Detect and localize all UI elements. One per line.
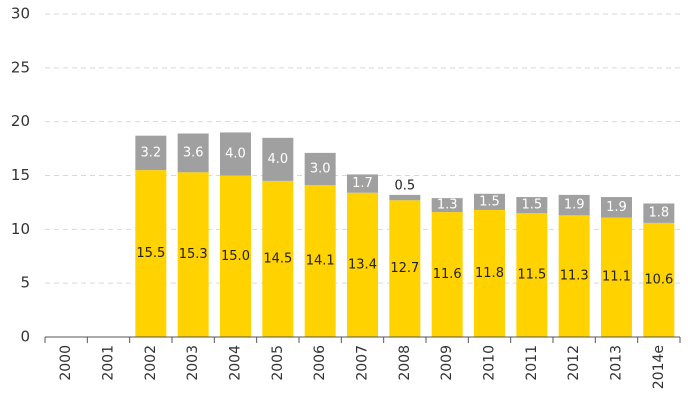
y-tick-label: 30 bbox=[11, 5, 30, 23]
data-label: 1.3 bbox=[437, 198, 458, 213]
bar-segment bbox=[304, 152, 336, 186]
bar-segment bbox=[304, 185, 336, 337]
y-tick-label: 0 bbox=[20, 328, 30, 346]
y-tick-label: 5 bbox=[20, 274, 30, 292]
x-tick-label: 2003 bbox=[185, 345, 201, 381]
bar-segment bbox=[643, 222, 675, 337]
data-label: 15.5 bbox=[136, 246, 165, 261]
x-tick-label: 2001 bbox=[101, 345, 117, 381]
bar-segment bbox=[389, 194, 421, 201]
x-tick-label: 2006 bbox=[312, 345, 328, 381]
bar-segment bbox=[474, 209, 505, 337]
data-label: 14.1 bbox=[306, 254, 335, 269]
data-label: 3.0 bbox=[310, 162, 331, 177]
x-tick-label: 2010 bbox=[482, 345, 498, 381]
x-tick-label: 2013 bbox=[609, 345, 625, 381]
bar-segment bbox=[262, 180, 294, 337]
bar-segment bbox=[643, 203, 675, 223]
x-tick-label: 2014e bbox=[651, 345, 667, 389]
y-tick-label: 15 bbox=[11, 166, 30, 184]
data-label: 0.5 bbox=[394, 178, 415, 193]
data-label: 15.0 bbox=[221, 249, 250, 264]
bar-segment bbox=[516, 197, 548, 214]
data-label: 11.3 bbox=[560, 269, 589, 284]
x-tick-label: 2000 bbox=[58, 345, 74, 381]
bar-segment bbox=[262, 137, 294, 181]
bar-segment bbox=[177, 172, 209, 337]
x-tick-label: 2007 bbox=[355, 345, 371, 381]
x-tick-label: 2011 bbox=[524, 345, 540, 381]
data-label: 1.5 bbox=[521, 198, 542, 213]
data-label: 1.9 bbox=[564, 198, 585, 213]
bar-segment bbox=[177, 133, 209, 173]
bar-segment bbox=[220, 175, 251, 337]
y-tick-label: 10 bbox=[11, 220, 30, 238]
bar-segment bbox=[431, 198, 463, 213]
x-tick-label: 2002 bbox=[143, 345, 159, 381]
x-tick-label: 2008 bbox=[397, 345, 413, 381]
bar-segment bbox=[347, 192, 378, 337]
x-tick-label: 2005 bbox=[270, 345, 286, 381]
bar-segment bbox=[135, 135, 167, 171]
bar-segment bbox=[220, 132, 251, 176]
bar-segment bbox=[431, 212, 463, 337]
x-tick-label: 2009 bbox=[439, 345, 455, 381]
data-label: 11.5 bbox=[517, 268, 546, 283]
y-tick-label: 25 bbox=[11, 58, 30, 76]
bar-segment bbox=[558, 215, 590, 337]
bar-segment bbox=[347, 174, 378, 193]
data-label: 13.4 bbox=[348, 257, 377, 272]
bar-segment bbox=[558, 194, 590, 216]
data-label: 12.7 bbox=[390, 261, 419, 276]
x-tick-label: 2012 bbox=[566, 345, 582, 381]
data-label: 3.6 bbox=[183, 145, 204, 160]
data-label: 11.8 bbox=[475, 266, 504, 281]
data-label: 1.9 bbox=[606, 200, 627, 215]
bar-segment bbox=[516, 213, 548, 337]
data-label: 1.8 bbox=[648, 206, 669, 221]
data-label: 10.6 bbox=[644, 272, 673, 287]
data-label: 14.5 bbox=[263, 251, 292, 266]
data-label: 4.0 bbox=[225, 146, 246, 161]
bar-segment bbox=[601, 217, 632, 337]
x-tick-label: 2004 bbox=[228, 345, 244, 381]
data-label: 1.5 bbox=[479, 194, 500, 209]
bar-segment bbox=[135, 170, 167, 337]
data-label: 3.2 bbox=[140, 145, 161, 160]
data-label: 4.0 bbox=[267, 152, 288, 167]
bar-segment bbox=[389, 200, 421, 337]
data-label: 11.1 bbox=[602, 270, 631, 285]
y-tick-label: 20 bbox=[11, 112, 30, 130]
data-label: 15.3 bbox=[179, 247, 208, 262]
bar-segment bbox=[474, 193, 505, 210]
data-label: 11.6 bbox=[433, 267, 462, 282]
bar-segment bbox=[601, 197, 632, 218]
data-label: 1.7 bbox=[352, 176, 373, 191]
